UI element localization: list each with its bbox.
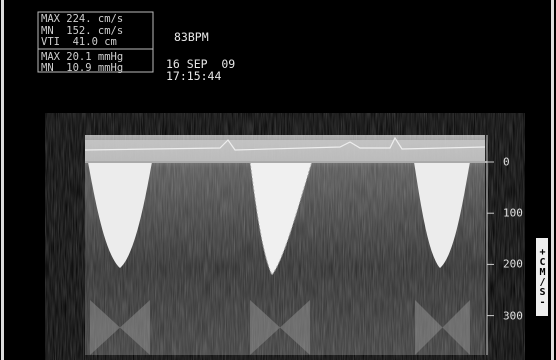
tick-label: 100 [503,207,523,220]
time: 17:15:44 [166,69,221,83]
measurement: MAX 224. cm/s [41,14,123,25]
measurement: MAX 20.1 mmHg [41,52,123,63]
tick-label: 200 [503,258,523,271]
ultrasound-screen: MAX 224. cm/sMN 152. cm/sVTI 41.0 cm MAX … [0,0,556,360]
frame-right [551,0,554,360]
measurement: MN 10.9 mmHg [41,63,123,74]
tick-label: 300 [503,309,523,322]
upper-band [85,140,485,162]
tick-label: 0 [503,156,510,169]
tick-marks [487,162,494,316]
scale-unit: +CM/S- [536,238,548,316]
measurement: VTI 41.0 cm [41,37,117,48]
heart-rate: 83BPM [174,30,209,44]
frame-left [1,0,4,360]
measurement: MN 152. cm/s [41,26,123,37]
